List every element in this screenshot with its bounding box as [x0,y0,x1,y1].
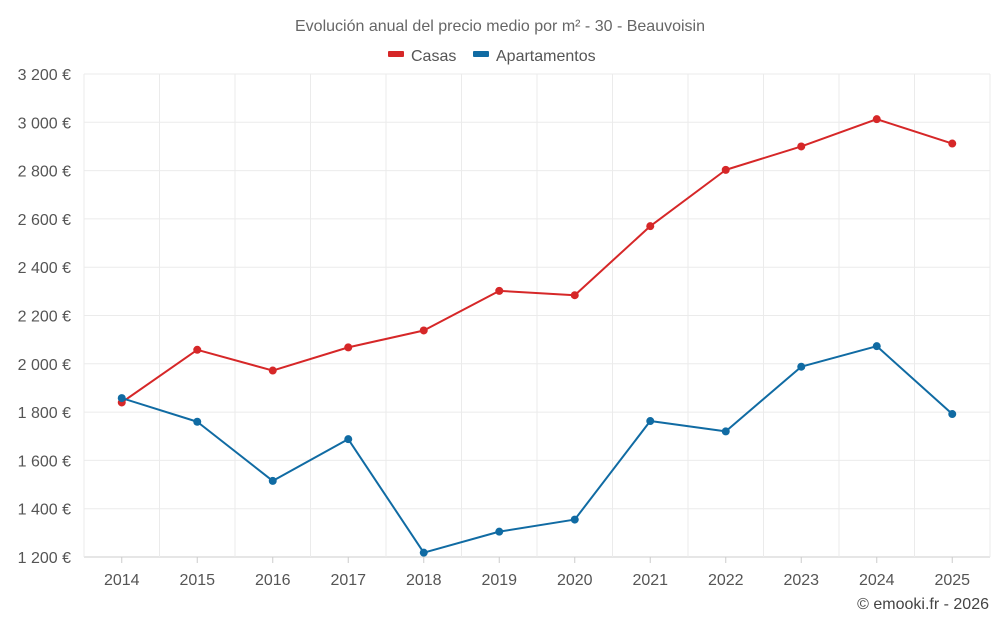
data-point-apartamentos[interactable] [193,417,202,426]
y-tick-label: 1 200 € [18,550,71,567]
y-tick-label: 2 600 € [18,212,71,229]
vertical-gridlines [83,74,991,557]
legend-swatch-apartamentos [473,51,489,57]
data-point-apartamentos[interactable] [117,394,126,403]
data-point-casas[interactable] [948,139,957,148]
y-tick-label: 2 000 € [18,357,71,374]
data-point-casas[interactable] [872,115,881,124]
legend-label-casas: Casas [411,48,456,65]
data-point-apartamentos[interactable] [872,342,881,351]
x-tick-label: 2015 [179,572,215,589]
credit-text: © emooki.fr - 2026 [857,596,989,613]
y-tick-label: 2 200 € [18,309,71,326]
data-point-apartamentos[interactable] [646,417,655,426]
y-tick-label: 1 400 € [18,502,71,519]
data-point-apartamentos[interactable] [797,362,806,371]
legend-item-casas[interactable]: Casas [388,48,456,65]
data-point-apartamentos[interactable] [495,527,504,536]
y-tick-label: 1 600 € [18,453,71,470]
legend-item-apartamentos[interactable]: Apartamentos [473,48,596,65]
x-tick-label: 2021 [632,572,668,589]
legend-label-apartamentos: Apartamentos [496,48,596,65]
legend-swatch-casas [388,51,404,57]
data-point-casas[interactable] [495,286,504,295]
x-tick-label: 2017 [330,572,366,589]
x-axis-ticks: 2014 2015 2016 2017 2018 2019 2020 2021 2022 2023… [104,557,970,589]
y-tick-label: 2 800 € [18,164,71,181]
x-tick-label: 2022 [708,572,744,589]
y-tick-label: 2 400 € [18,260,71,277]
series-apartamentos [117,342,957,557]
y-tick-label: 1 800 € [18,405,71,422]
data-point-apartamentos[interactable] [268,476,277,485]
x-tick-label: 2023 [783,572,819,589]
data-point-casas[interactable] [646,222,655,231]
series-layer [117,115,957,557]
data-point-apartamentos[interactable] [419,548,428,557]
x-tick-label: 2020 [557,572,593,589]
data-point-casas[interactable] [193,345,202,354]
x-tick-label: 2014 [104,572,140,589]
y-axis-ticks: 1 200 € 1 400 € 1 600 € 1 800 € 2 000 € 2 200… [18,67,71,567]
data-point-casas[interactable] [797,142,806,151]
data-point-apartamentos[interactable] [344,435,353,444]
data-point-casas[interactable] [721,165,730,174]
data-point-casas[interactable] [268,366,277,375]
x-tick-label: 2024 [859,572,895,589]
chart-title: Evolución anual del precio medio por m² … [295,18,705,35]
x-tick-label: 2019 [481,572,517,589]
data-point-apartamentos[interactable] [948,410,957,419]
x-tick-label: 2016 [255,572,291,589]
y-tick-label: 3 000 € [18,115,71,132]
data-point-casas[interactable] [344,343,353,352]
series-line-apartamentos [121,345,953,554]
x-tick-label: 2018 [406,572,442,589]
series-line-casas [121,118,953,404]
data-point-apartamentos[interactable] [721,427,730,436]
data-point-casas[interactable] [419,326,428,335]
data-point-apartamentos[interactable] [570,515,579,524]
data-point-casas[interactable] [570,291,579,300]
y-tick-label: 3 200 € [18,67,71,84]
x-tick-label: 2025 [934,572,970,589]
legend: Casas Apartamentos [388,48,596,65]
